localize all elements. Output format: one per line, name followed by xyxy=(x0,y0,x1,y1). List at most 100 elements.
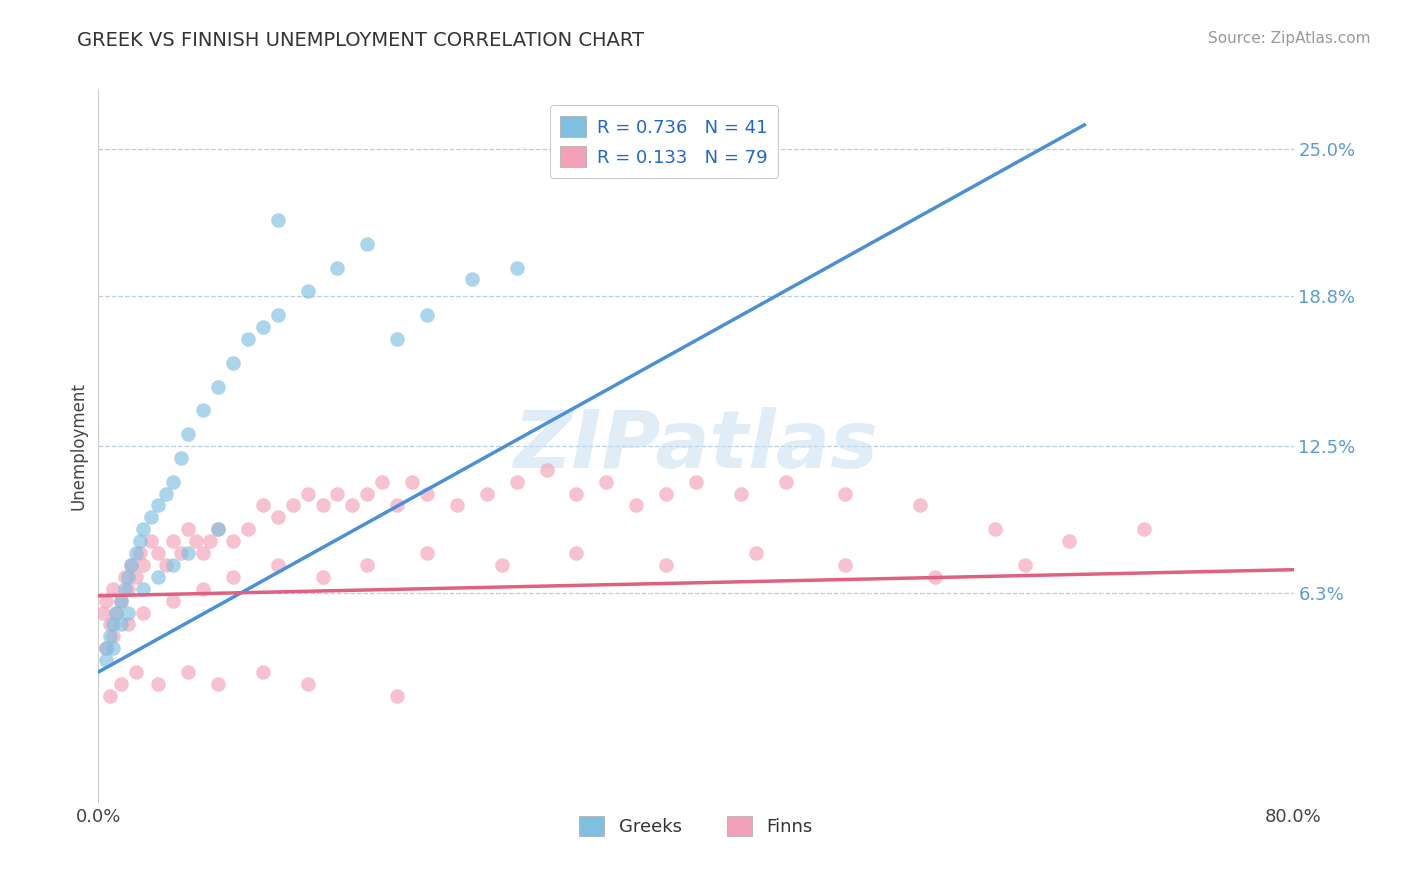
Point xyxy=(401,475,423,489)
Point xyxy=(311,570,333,584)
Point xyxy=(177,665,200,679)
Point xyxy=(281,499,304,513)
Point xyxy=(1014,558,1036,572)
Point xyxy=(110,617,132,632)
Point xyxy=(236,332,259,346)
Point xyxy=(984,522,1007,536)
Point xyxy=(98,629,122,643)
Point xyxy=(655,558,678,572)
Point xyxy=(94,593,117,607)
Point xyxy=(184,534,207,549)
Point xyxy=(416,486,439,500)
Point xyxy=(252,499,274,513)
Point xyxy=(385,689,409,703)
Point xyxy=(117,606,139,620)
Point xyxy=(371,475,394,489)
Point xyxy=(132,582,155,596)
Point xyxy=(267,558,290,572)
Point xyxy=(385,332,409,346)
Point xyxy=(132,558,155,572)
Point xyxy=(222,570,245,584)
Point xyxy=(461,272,484,286)
Text: GREEK VS FINNISH UNEMPLOYMENT CORRELATION CHART: GREEK VS FINNISH UNEMPLOYMENT CORRELATIO… xyxy=(77,31,644,50)
Point xyxy=(475,486,498,500)
Point xyxy=(162,475,184,489)
Point xyxy=(125,665,148,679)
Point xyxy=(356,558,378,572)
Point xyxy=(148,570,170,584)
Point xyxy=(200,534,222,549)
Point xyxy=(311,499,333,513)
Point xyxy=(162,593,184,607)
Point xyxy=(103,582,125,596)
Point xyxy=(267,510,290,524)
Point xyxy=(191,546,214,560)
Point xyxy=(139,510,162,524)
Point xyxy=(924,570,946,584)
Point xyxy=(132,522,155,536)
Point xyxy=(326,260,349,275)
Point xyxy=(162,534,184,549)
Point xyxy=(117,570,139,584)
Point xyxy=(129,534,152,549)
Point xyxy=(252,665,274,679)
Point xyxy=(342,499,364,513)
Point xyxy=(105,606,128,620)
Point xyxy=(139,534,162,549)
Point xyxy=(177,427,200,442)
Point xyxy=(297,285,319,299)
Point xyxy=(103,641,125,656)
Point xyxy=(98,689,122,703)
Point xyxy=(132,606,155,620)
Point xyxy=(297,486,319,500)
Point xyxy=(730,486,752,500)
Point xyxy=(169,546,191,560)
Point xyxy=(267,213,290,227)
Point xyxy=(565,546,588,560)
Point xyxy=(491,558,513,572)
Point xyxy=(120,558,142,572)
Point xyxy=(169,450,191,465)
Point xyxy=(207,522,229,536)
Point xyxy=(1133,522,1156,536)
Point xyxy=(117,582,139,596)
Point xyxy=(416,308,439,322)
Point xyxy=(506,260,529,275)
Text: ZIPatlas: ZIPatlas xyxy=(513,407,879,485)
Point xyxy=(236,522,259,536)
Point xyxy=(565,486,588,500)
Point xyxy=(110,677,132,691)
Point xyxy=(162,558,184,572)
Point xyxy=(120,558,142,572)
Point xyxy=(655,486,678,500)
Point xyxy=(148,546,170,560)
Point xyxy=(103,617,125,632)
Point xyxy=(626,499,648,513)
Point xyxy=(595,475,617,489)
Point xyxy=(207,677,229,691)
Point xyxy=(110,593,132,607)
Point xyxy=(110,593,132,607)
Point xyxy=(94,641,117,656)
Point xyxy=(207,379,229,393)
Point xyxy=(114,582,136,596)
Point xyxy=(834,486,856,500)
Point xyxy=(685,475,707,489)
Point xyxy=(222,356,245,370)
Point xyxy=(114,570,136,584)
Point xyxy=(297,677,319,691)
Point xyxy=(177,522,200,536)
Point xyxy=(103,629,125,643)
Point xyxy=(148,677,170,691)
Point xyxy=(356,486,378,500)
Point xyxy=(775,475,797,489)
Point xyxy=(416,546,439,560)
Point xyxy=(222,534,245,549)
Point xyxy=(536,463,558,477)
Point xyxy=(207,522,229,536)
Point xyxy=(356,236,378,251)
Point xyxy=(94,653,117,667)
Point xyxy=(177,546,200,560)
Point xyxy=(1059,534,1081,549)
Point xyxy=(326,486,349,500)
